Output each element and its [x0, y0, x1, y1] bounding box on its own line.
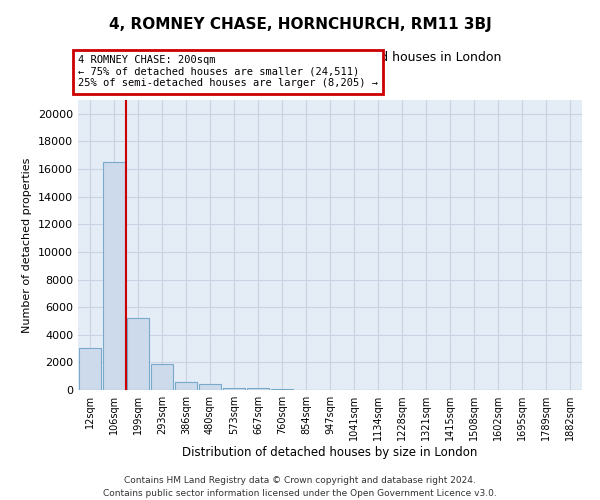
Bar	[199, 384, 221, 390]
Bar	[223, 388, 245, 390]
Bar	[103, 162, 125, 390]
Bar	[79, 348, 101, 390]
Text: Contains HM Land Registry data © Crown copyright and database right 2024.
Contai: Contains HM Land Registry data © Crown c…	[103, 476, 497, 498]
Bar	[271, 389, 293, 390]
Bar	[151, 364, 173, 390]
Bar	[247, 388, 269, 390]
Text: 4, ROMNEY CHASE, HORNCHURCH, RM11 3BJ: 4, ROMNEY CHASE, HORNCHURCH, RM11 3BJ	[109, 18, 491, 32]
X-axis label: Distribution of detached houses by size in London: Distribution of detached houses by size …	[182, 446, 478, 459]
Title: Size of property relative to detached houses in London: Size of property relative to detached ho…	[158, 51, 502, 64]
Bar	[127, 318, 149, 390]
Bar	[175, 382, 197, 390]
Y-axis label: Number of detached properties: Number of detached properties	[22, 158, 32, 332]
Text: 4 ROMNEY CHASE: 200sqm
← 75% of detached houses are smaller (24,511)
25% of semi: 4 ROMNEY CHASE: 200sqm ← 75% of detached…	[78, 55, 378, 88]
